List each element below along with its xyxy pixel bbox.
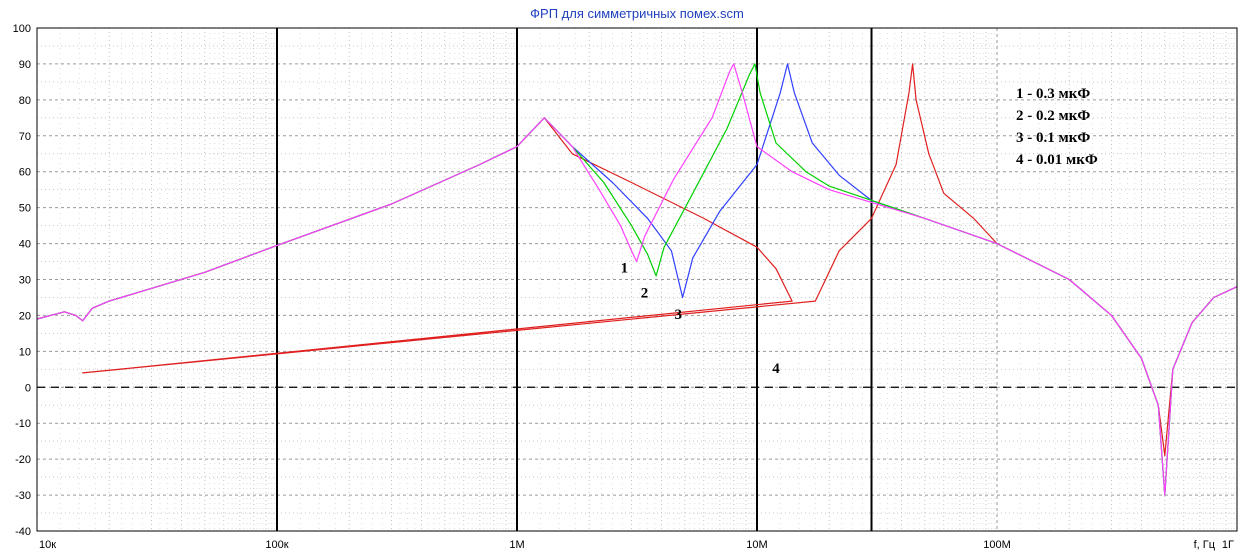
legend-entry: 3 - 0.1 мкФ — [1016, 130, 1090, 146]
y-tick-label: 100 — [13, 23, 31, 35]
y-tick-label: -40 — [15, 526, 31, 538]
curve-annotations: 12 3 4 — [621, 260, 781, 377]
curve-label: 3 — [675, 307, 683, 323]
x-tick-label: 10к — [39, 539, 56, 551]
legend-entry: 1 - 0.3 мкФ — [1016, 86, 1090, 102]
chart-title: ФРП для симметричных помех.scm — [530, 6, 744, 21]
x-axis-label: f, Гц — [1194, 539, 1216, 551]
plot-frame — [36, 27, 1238, 532]
legend-entry: 2 - 0.2 мкФ — [1016, 108, 1090, 124]
series-lines — [36, 63, 1238, 496]
curve-label: 1 — [621, 260, 629, 276]
y-tick-label: 90 — [19, 59, 31, 71]
x-tick-label: 100к — [265, 539, 288, 551]
y-tick-label: 40 — [19, 239, 31, 251]
legend: 1 - 0.3 мкФ 2 - 0.2 мкФ 3 - 0.1 мкФ 4 - 0.0… — [1016, 86, 1098, 168]
y-tick-label: 10 — [19, 346, 31, 358]
series-line-1 — [36, 63, 1238, 496]
y-tick-label: 0 — [25, 382, 31, 394]
y-tick-label: -10 — [15, 418, 31, 430]
x-tick-label: 100М — [983, 539, 1011, 551]
y-tick-label: -20 — [15, 454, 31, 466]
grid — [36, 27, 1237, 532]
x-tick-label: 1М — [509, 539, 524, 551]
y-tick-label: 30 — [19, 275, 31, 287]
x-tick-label: 10М — [746, 539, 767, 551]
curve-label: 4 — [772, 361, 780, 377]
y-tick-label: 80 — [19, 95, 31, 107]
y-tick-label: -30 — [15, 490, 31, 502]
x-tick-label: 1Г — [1222, 539, 1234, 551]
y-tick-label: 20 — [19, 310, 31, 322]
y-tick-label: 50 — [19, 203, 31, 215]
curve-label: 2 — [641, 285, 649, 301]
y-tick-label: 70 — [19, 131, 31, 143]
legend-entry: 4 - 0.01 мкФ — [1016, 152, 1098, 168]
y-tick-label: 60 — [19, 167, 31, 179]
